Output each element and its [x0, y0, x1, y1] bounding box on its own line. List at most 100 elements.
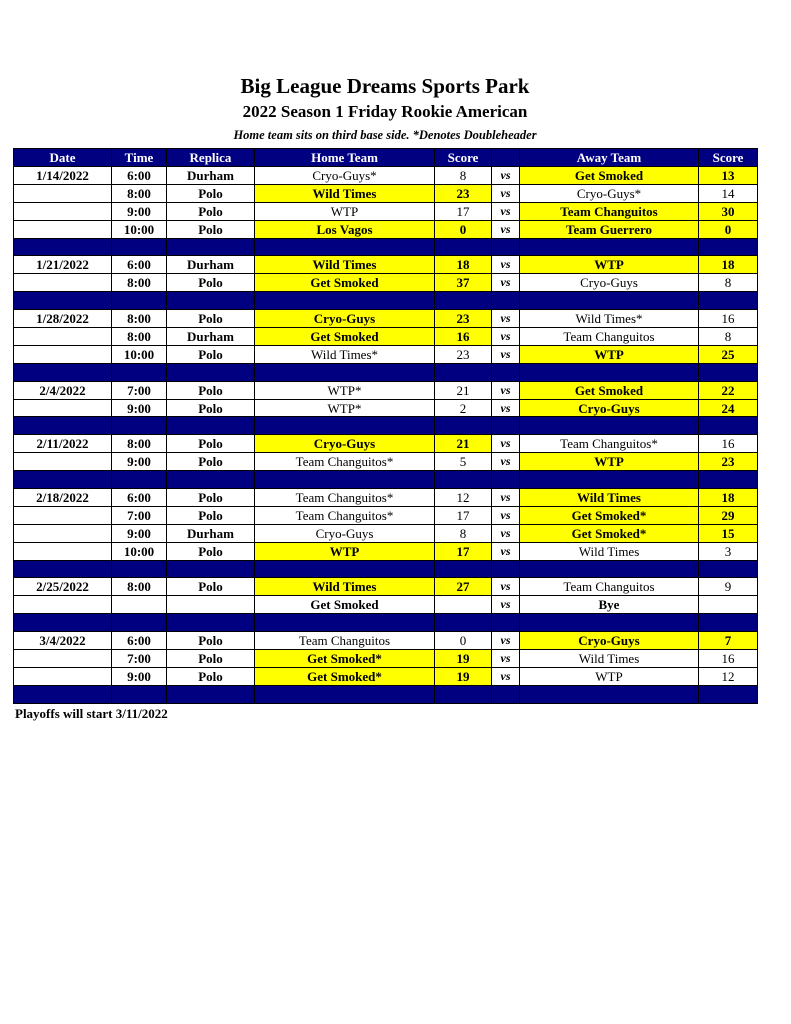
- table-row: 7:00 Polo Team Changuitos* 17 vs Get Smoked* 2…: [13, 505, 758, 525]
- home-team-cell: Get Smoked: [254, 273, 435, 293]
- separator-cell: [434, 470, 492, 490]
- vs-cell: vs: [491, 488, 520, 507]
- date-cell: [13, 398, 112, 418]
- vs-cell: vs: [491, 327, 520, 346]
- date-cell: 3/4/2022: [13, 631, 112, 651]
- separator-cell: [698, 362, 758, 382]
- away-score-cell: 25: [698, 344, 758, 364]
- separator-cell: [13, 559, 112, 579]
- section-separator: [13, 470, 758, 490]
- table-row: 10:00 Polo Los Vagos 0 vs Team Guerrero 0: [13, 219, 758, 239]
- away-team-cell: Team Guerrero: [519, 219, 699, 239]
- separator-cell: [254, 559, 435, 579]
- separator-cell: [166, 684, 255, 704]
- time-cell: 10:00: [111, 541, 167, 561]
- time-cell: 8:00: [111, 434, 167, 454]
- separator-cell: [434, 416, 492, 436]
- home-score-cell: 37: [434, 273, 492, 293]
- away-team-cell: Get Smoked: [519, 166, 699, 185]
- separator-cell: [111, 613, 167, 633]
- date-cell: 2/11/2022: [13, 434, 112, 454]
- separator-cell: [434, 684, 492, 704]
- table-row: 1/14/2022 6:00 Durham Cryo-Guys* 8 vs Get Smok…: [13, 166, 758, 185]
- away-score-cell: 23: [698, 452, 758, 472]
- section-separator: [13, 684, 758, 704]
- home-team-cell: Los Vagos: [254, 219, 435, 239]
- separator-cell: [166, 470, 255, 490]
- separator-cell: [13, 416, 112, 436]
- separator-cell: [13, 613, 112, 633]
- away-team-cell: WTP: [519, 255, 699, 275]
- separator-cell: [254, 684, 435, 704]
- vs-cell: vs: [491, 219, 520, 239]
- section-separator: [13, 291, 758, 311]
- separator-cell: [254, 362, 435, 382]
- table-row: 8:00 Polo Get Smoked 37 vs Cryo-Guys 8: [13, 273, 758, 293]
- date-cell: 1/14/2022: [13, 166, 112, 185]
- away-score-cell: 3: [698, 541, 758, 561]
- away-score-cell: 12: [698, 666, 758, 686]
- vs-cell: vs: [491, 183, 520, 203]
- replica-cell: Durham: [166, 523, 255, 543]
- col-away-score: Score: [698, 148, 758, 167]
- home-score-cell: [434, 595, 492, 615]
- time-cell: 9:00: [111, 452, 167, 472]
- section-separator: [13, 613, 758, 633]
- table-row: 9:00 Polo WTP* 2 vs Cryo-Guys 24: [13, 398, 758, 418]
- separator-cell: [111, 470, 167, 490]
- away-score-cell: 24: [698, 398, 758, 418]
- replica-cell: [166, 595, 255, 615]
- away-score-cell: 8: [698, 273, 758, 293]
- home-team-cell: Wild Times: [254, 183, 435, 203]
- table-row: 2/4/2022 7:00 Polo WTP* 21 vs Get Smoked 22: [13, 380, 758, 400]
- home-team-cell: Cryo-Guys*: [254, 166, 435, 185]
- time-cell: 9:00: [111, 201, 167, 221]
- date-cell: [13, 183, 112, 203]
- vs-cell: vs: [491, 577, 520, 597]
- replica-cell: Polo: [166, 201, 255, 221]
- replica-cell: Polo: [166, 452, 255, 472]
- col-date: Date: [13, 148, 112, 167]
- table-row: 2/18/2022 6:00 Polo Team Changuitos* 12 vs Wil…: [13, 488, 758, 507]
- time-cell: 8:00: [111, 273, 167, 293]
- away-score-cell: 13: [698, 166, 758, 185]
- separator-cell: [111, 684, 167, 704]
- date-cell: [13, 219, 112, 239]
- separator-cell: [491, 613, 520, 633]
- replica-cell: Polo: [166, 666, 255, 686]
- separator-cell: [166, 291, 255, 311]
- vs-cell: vs: [491, 434, 520, 454]
- separator-cell: [13, 291, 112, 311]
- home-team-cell: Team Changuitos*: [254, 488, 435, 507]
- separator-cell: [491, 470, 520, 490]
- home-team-cell: Wild Times: [254, 255, 435, 275]
- date-cell: [13, 649, 112, 668]
- vs-cell: vs: [491, 201, 520, 221]
- time-cell: 6:00: [111, 166, 167, 185]
- away-score-cell: 8: [698, 327, 758, 346]
- separator-cell: [519, 684, 699, 704]
- section-separator: [13, 237, 758, 257]
- vs-cell: vs: [491, 273, 520, 293]
- separator-cell: [13, 362, 112, 382]
- col-away-team: Away Team: [519, 148, 699, 167]
- page-subtitle: 2022 Season 1 Friday Rookie American: [242, 102, 528, 121]
- away-score-cell: 22: [698, 380, 758, 400]
- separator-cell: [13, 237, 112, 257]
- home-team-cell: Team Changuitos*: [254, 452, 435, 472]
- home-team-cell: Cryo-Guys: [254, 523, 435, 543]
- time-cell: 7:00: [111, 380, 167, 400]
- vs-cell: vs: [491, 398, 520, 418]
- home-score-cell: 0: [434, 631, 492, 651]
- table-row: 9:00 Polo Team Changuitos* 5 vs WTP 23: [13, 452, 758, 472]
- table-row: 9:00 Polo Get Smoked* 19 vs WTP 12: [13, 666, 758, 686]
- separator-cell: [434, 291, 492, 311]
- away-score-cell: 18: [698, 488, 758, 507]
- away-score-cell: 18: [698, 255, 758, 275]
- away-team-cell: Cryo-Guys*: [519, 183, 699, 203]
- away-score-cell: 16: [698, 434, 758, 454]
- date-cell: [13, 541, 112, 561]
- schedule-note: Home team sits on third base side. *Deno…: [233, 128, 537, 142]
- replica-cell: Polo: [166, 344, 255, 364]
- separator-cell: [166, 613, 255, 633]
